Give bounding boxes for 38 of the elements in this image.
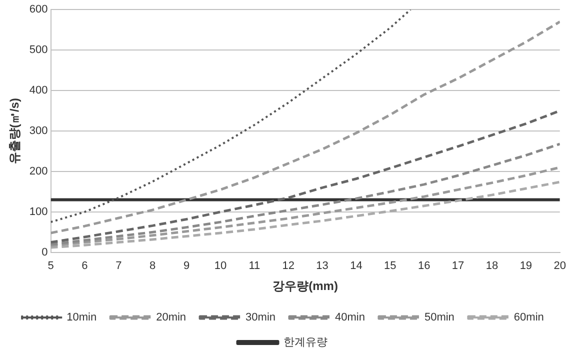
- y-tick-label: 500: [29, 44, 48, 56]
- x-tick-label: 7: [116, 260, 122, 272]
- line-series: [50, 142, 560, 246]
- legend-label: 60min: [514, 312, 544, 324]
- line-series: [50, 180, 560, 249]
- legend-label: 20min: [156, 312, 186, 324]
- x-tick-label: 18: [486, 260, 498, 272]
- x-tick-label: 15: [384, 260, 396, 272]
- x-axis-title: 강우량(mm): [272, 279, 338, 294]
- y-tick-label: 200: [29, 166, 48, 178]
- x-tick-label: 17: [452, 260, 464, 272]
- line-series: [50, 110, 560, 244]
- x-tick-label: 11: [248, 260, 260, 272]
- legend-label: 50min: [424, 312, 454, 324]
- y-tick-label: 100: [29, 206, 48, 218]
- y-tick-label: 0: [42, 246, 48, 258]
- x-tick-label: 9: [183, 260, 190, 272]
- x-tick-label: 8: [150, 260, 156, 272]
- legend-label: 30min: [246, 312, 276, 324]
- x-tick-label: 20: [554, 260, 566, 272]
- y-axis-title: 유출량(㎥/s): [8, 98, 22, 164]
- legend-label: 10min: [66, 312, 97, 324]
- x-tick-label: 5: [48, 260, 54, 272]
- x-tick-label: 10: [214, 260, 227, 272]
- x-tick-label: 13: [316, 260, 328, 272]
- x-tick-label: 19: [520, 260, 532, 272]
- x-tick-label: 12: [282, 260, 294, 272]
- x-tick-label: 16: [418, 260, 430, 272]
- y-tick-label: 400: [29, 84, 48, 97]
- line-series: [50, 10, 412, 224]
- x-tick-label: 6: [82, 260, 88, 272]
- y-tick-label: 600: [29, 4, 48, 16]
- line-series: [50, 20, 560, 234]
- legend-label: 40min: [335, 312, 365, 324]
- y-tick-label: 300: [29, 125, 48, 138]
- line-series: [50, 166, 560, 247]
- x-tick-label: 14: [350, 260, 362, 272]
- legend-label: 한계유량: [283, 336, 328, 349]
